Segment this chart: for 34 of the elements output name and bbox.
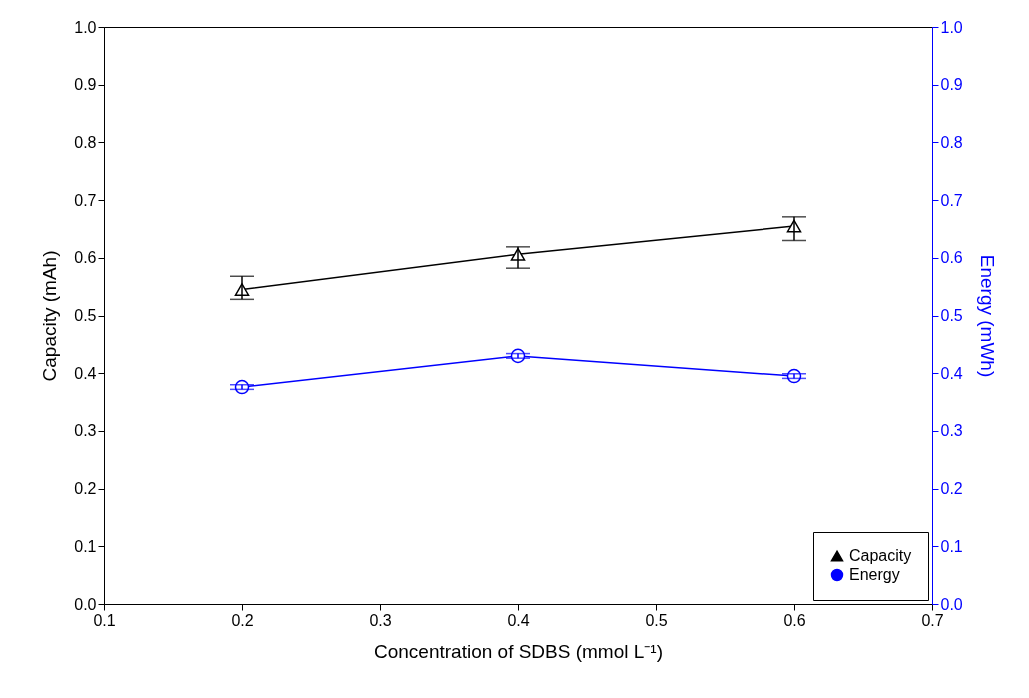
y2-tick-label: 0.3 (940, 422, 963, 440)
x-tick-label: 0.4 (507, 611, 530, 629)
legend-label: Energy (849, 566, 900, 583)
y2-tick-label: 0.1 (940, 537, 963, 555)
y-tick-label: 0.1 (74, 537, 97, 555)
y-tick-label: 0.3 (74, 422, 97, 440)
x-tick-label: 0.2 (231, 611, 254, 629)
y-tick-label: 0.2 (74, 480, 97, 498)
y-tick-label: 0.8 (74, 133, 97, 151)
y2-tick-label: 0.9 (940, 76, 963, 94)
x-tick-label: 0.7 (921, 611, 944, 629)
y-tick-label: 0.9 (74, 76, 97, 94)
x-axis-title: Concentration of SDBS (mmol L⁻¹) (374, 640, 663, 662)
y2-axis-title: Energy (mWh) (976, 254, 998, 378)
y2-tick-label: 0.8 (940, 133, 963, 151)
y2-tick-label: 0.5 (940, 307, 963, 324)
y2-tick-label: 1.0 (940, 18, 963, 36)
x-tick-label: 0.1 (93, 611, 116, 629)
y-tick-label: 0.6 (74, 249, 97, 267)
y2-tick-label: 0.4 (940, 364, 963, 382)
y-axis-title: Capacity (mAh) (39, 250, 61, 382)
y-tick-label: 0.0 (74, 595, 97, 613)
y-tick-label: 1.0 (74, 18, 97, 36)
x-tick-label: 0.5 (645, 611, 668, 629)
y2-tick-label: 0.6 (940, 249, 963, 267)
legend-label: Capacity (849, 547, 912, 564)
y2-tick-label: 0.2 (940, 480, 963, 498)
y2-tick-label: 0.7 (940, 191, 963, 209)
x-tick-label: 0.6 (783, 611, 806, 629)
y-tick-label: 0.4 (74, 364, 97, 382)
y-tick-label: 0.7 (74, 191, 97, 209)
y-tick-label: 0.5 (74, 307, 97, 324)
x-tick-label: 0.3 (369, 611, 392, 629)
y2-tick-label: 0.0 (940, 595, 963, 613)
